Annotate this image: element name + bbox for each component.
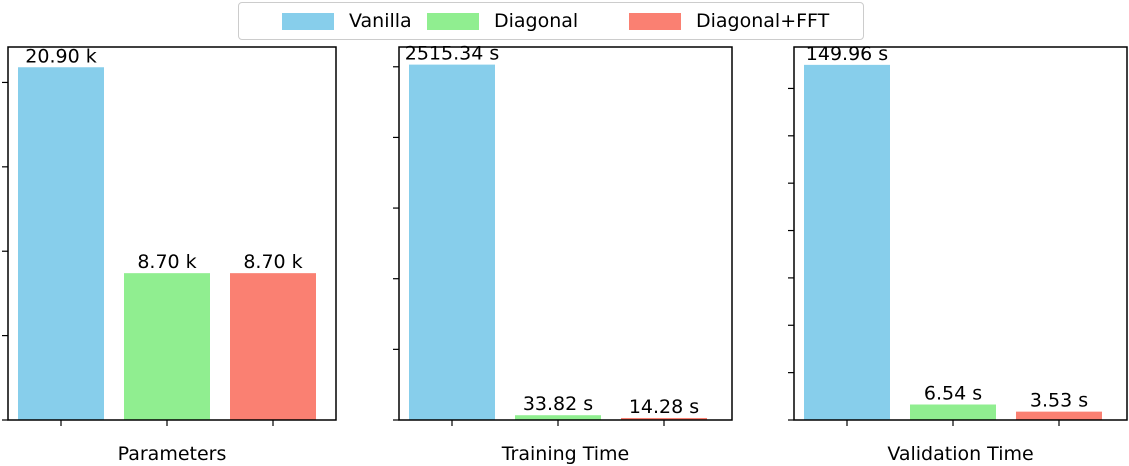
bar-value-label-2-0: 149.96 s [806,43,888,65]
x-axis-label-1: Training Time [501,443,630,465]
bar-value-label-2-2: 3.53 s [1030,390,1088,412]
legend-swatch-diagonal [427,12,479,30]
bar-2-1 [910,404,996,420]
legend-item-vanilla: Vanilla [282,3,412,39]
plot-frame-0 [7,46,337,421]
x-axis-label-2: Validation Time [887,443,1033,465]
plot-frame-1 [398,46,733,421]
bar-0-1 [124,273,210,420]
bar-1-1 [515,415,601,420]
plot-frame-2 [793,46,1128,421]
legend-swatch-diagonal-fft [629,12,681,30]
bar-1-2 [621,417,707,420]
legend: Vanilla Diagonal Diagonal+FFT [238,2,864,40]
bar-value-label-1-2: 14.28 s [629,396,699,418]
bar-2-2 [1016,411,1102,420]
legend-item-diagonal: Diagonal [427,3,578,39]
bar-value-label-2-1: 6.54 s [924,383,982,405]
bar-2-0 [804,64,890,421]
legend-label-diagonal: Diagonal [494,10,579,32]
legend-swatch-vanilla [282,12,334,30]
bar-0-0 [18,67,104,421]
bar-1-0 [409,64,495,420]
bar-value-label-0-0: 20.90 k [25,45,96,67]
bar-value-label-0-1: 8.70 k [137,251,196,273]
x-axis-label-0: Parameters [118,443,227,465]
bar-0-2 [230,273,316,420]
bar-value-label-0-2: 8.70 k [243,251,302,273]
legend-label-vanilla: Vanilla [349,10,412,32]
legend-label-diagonal-fft: Diagonal+FFT [696,10,830,32]
legend-item-diagonal-fft: Diagonal+FFT [629,3,829,39]
bar-value-label-1-1: 33.82 s [523,393,593,415]
bar-value-label-1-0: 2515.34 s [405,43,500,65]
